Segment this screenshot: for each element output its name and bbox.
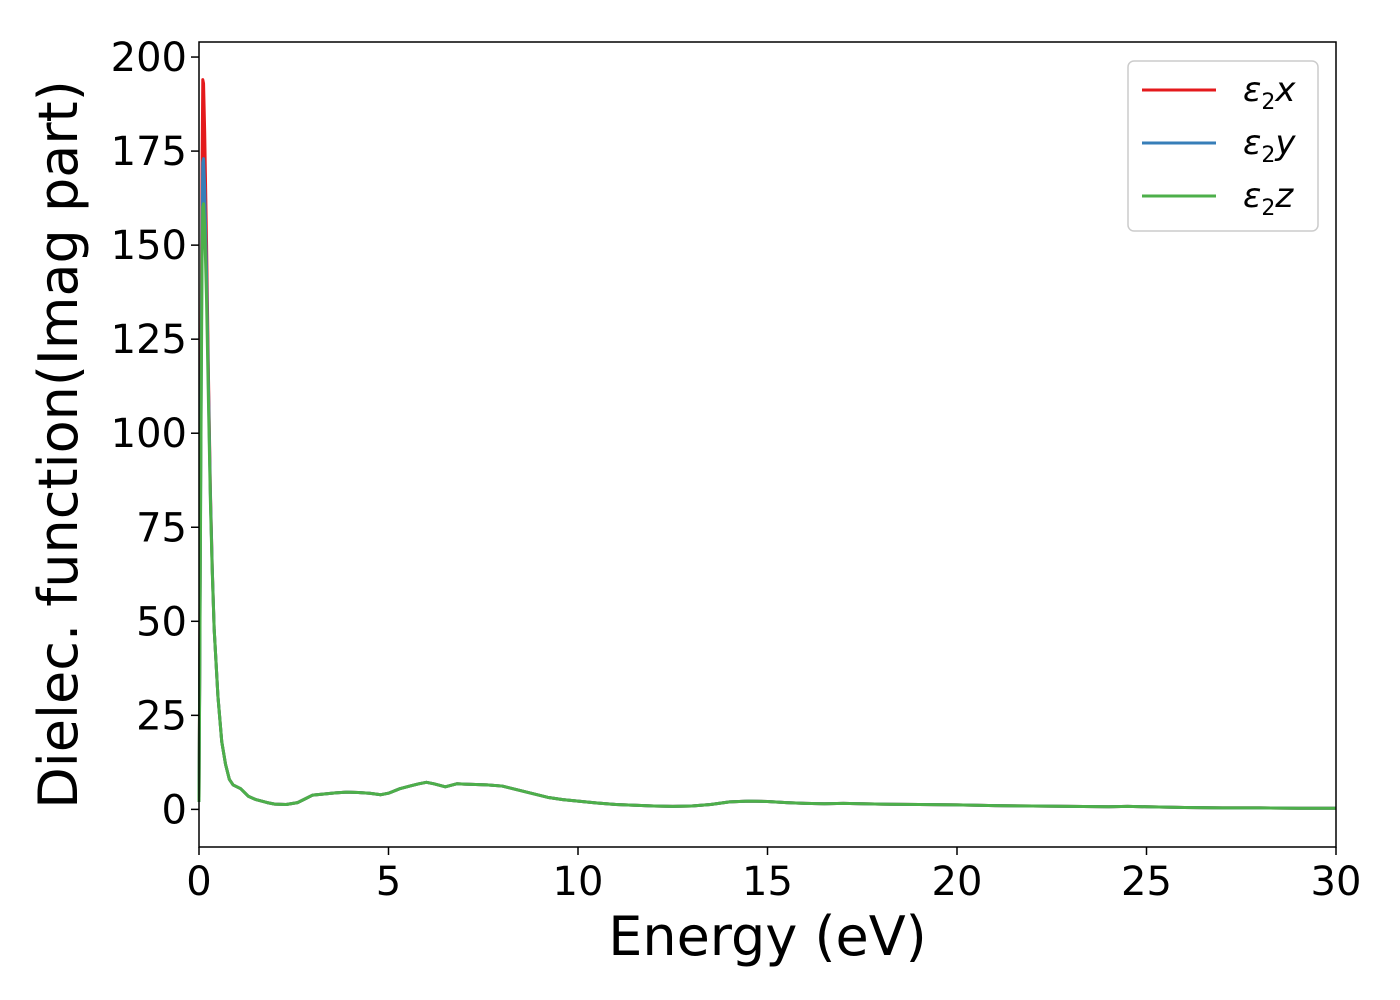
x-tick-label: 20 (932, 859, 983, 905)
series-layer (197, 78, 1336, 810)
y-tick-label: 100 (111, 411, 187, 457)
y-tick-label: 150 (111, 223, 187, 269)
x-tick-label: 0 (186, 859, 211, 905)
x-axis-title: Energy (eV) (608, 905, 927, 968)
x-tick-label: 30 (1311, 859, 1362, 905)
legend-label-z: ε2z (1243, 176, 1294, 221)
y-axis-title: Dielec. function(Imag part) (27, 80, 90, 809)
y-tick-label: 175 (111, 129, 187, 175)
x-tick-label: 25 (1121, 859, 1172, 905)
y-tick-label: 25 (136, 693, 187, 739)
y-tick-label: 125 (111, 317, 187, 363)
legend-label-x: ε2x (1243, 70, 1296, 115)
legend-label-y: ε2y (1243, 123, 1296, 168)
y-tick-label: 0 (162, 787, 187, 833)
x-axis: 0 5 10 15 20 25 30 (186, 847, 1361, 905)
x-tick-label: 5 (376, 859, 401, 905)
legend-frame (1127, 60, 1319, 232)
y-tick-label: 200 (111, 35, 187, 81)
x-tick-label: 10 (553, 859, 604, 905)
y-axis: 0 25 50 75 100 125 150 175 200 (111, 35, 199, 833)
y-tick-label: 50 (136, 599, 187, 645)
legend: ε2x ε2y ε2z (1127, 60, 1319, 232)
series-line-z (197, 202, 1336, 810)
x-tick-label: 15 (742, 859, 793, 905)
y-tick-label: 75 (136, 505, 187, 551)
